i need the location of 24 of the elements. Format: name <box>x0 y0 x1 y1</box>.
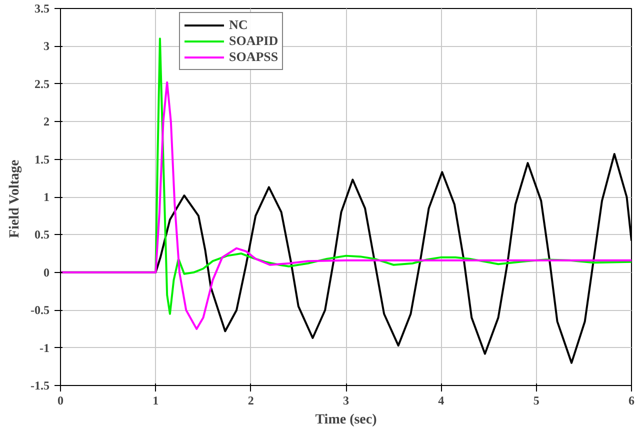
y-tick-label: 0 <box>44 265 50 280</box>
legend-label: NC <box>229 17 249 33</box>
y-axis-title: Field Voltage <box>8 160 23 238</box>
y-tick-label: 1 <box>44 190 50 204</box>
x-tick-label: 1 <box>152 394 159 408</box>
legend-label: SOAPSS <box>229 49 278 65</box>
y-tick-label: 3 <box>44 39 50 54</box>
y-tick-label: 3.5 <box>34 2 50 16</box>
x-tick-label: 0 <box>58 394 64 408</box>
y-tick-label: 1.5 <box>34 152 50 166</box>
legend-label: SOAPID <box>229 33 278 49</box>
x-tick-label: 6 <box>628 394 634 408</box>
x-axis-title: Time (sec) <box>315 412 378 428</box>
y-tick-label: 2.5 <box>34 76 50 91</box>
x-tick-label: 2 <box>248 394 254 408</box>
y-tick-label: -0.5 <box>30 303 50 318</box>
y-tick-label: -1 <box>40 340 50 355</box>
y-tick-label: 0.5 <box>34 228 50 242</box>
x-tick-label: 3 <box>343 394 349 408</box>
line-series <box>60 81 632 330</box>
y-tick-label: -1.5 <box>30 378 50 392</box>
x-tick-label: 4 <box>438 394 444 408</box>
y-tick-label: 2 <box>44 114 50 129</box>
x-tick-label: 5 <box>533 394 540 408</box>
